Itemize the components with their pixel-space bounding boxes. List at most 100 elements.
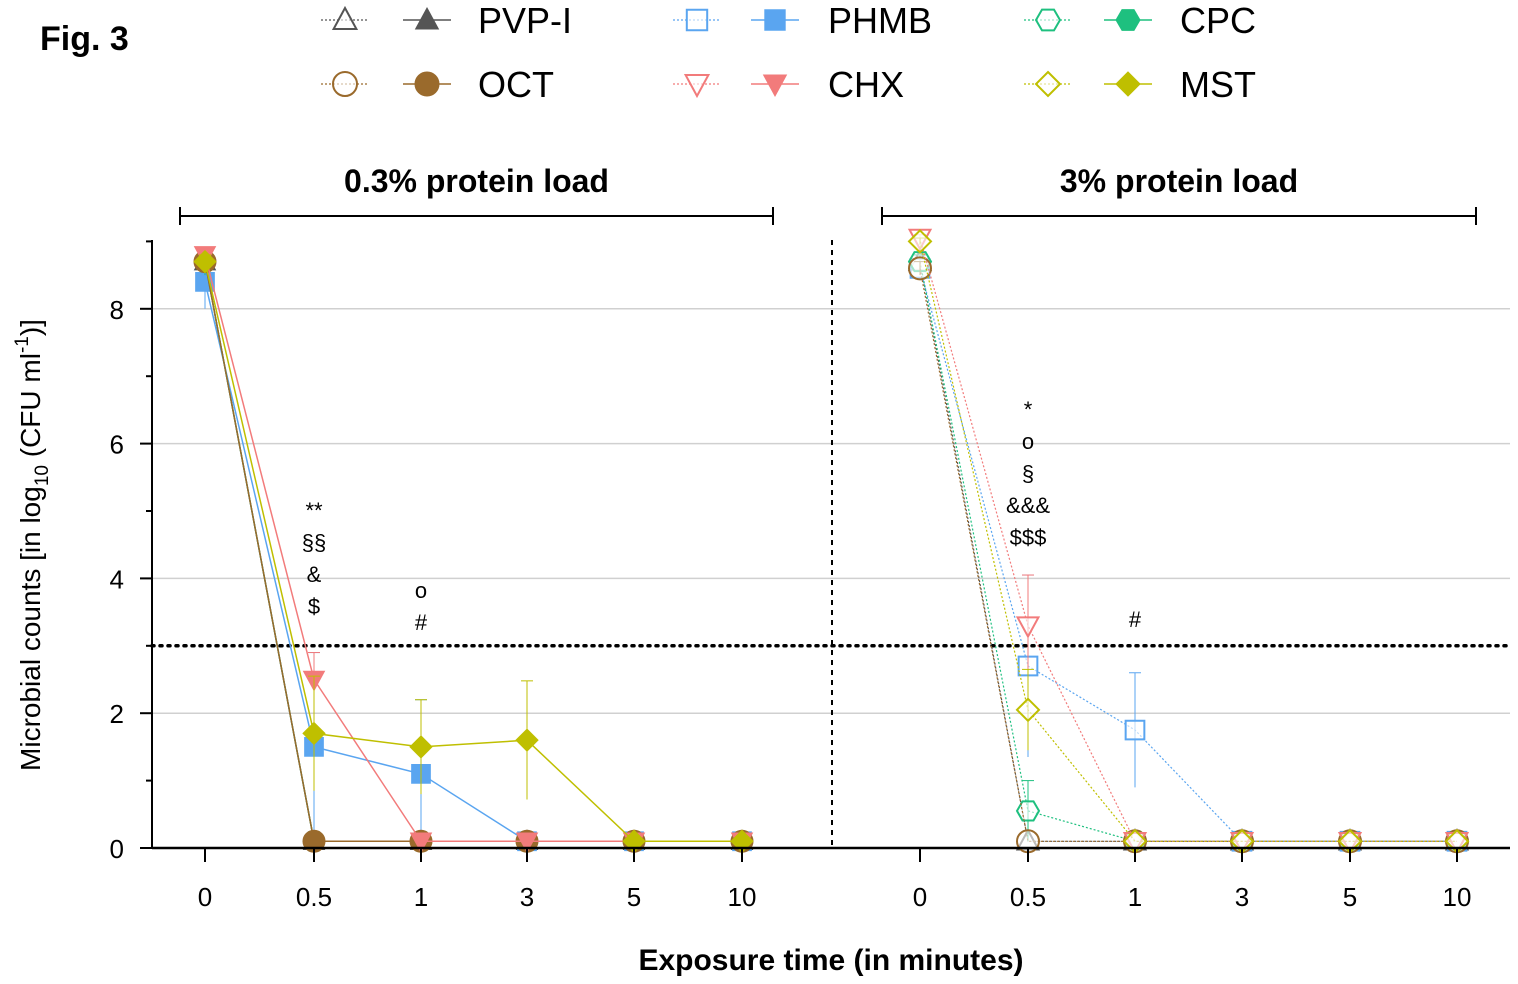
x-tick-label-p2-0: 0: [913, 882, 927, 912]
x-tick-label-p2-2: 1: [1128, 882, 1142, 912]
y-tick-label-6: 6: [110, 430, 124, 460]
y-tick-label-2: 2: [110, 699, 124, 729]
panel-titles: 0.3% protein load 3% protein load: [179, 163, 1477, 225]
detection-threshold-line: [150, 240, 1512, 848]
legend-label-oct: OCT: [478, 64, 554, 105]
series-p2-chx: [907, 228, 1470, 855]
y-axis-label-text-2: (CFU ml: [15, 353, 46, 465]
annotation-p1-0-5-2: &: [307, 562, 322, 587]
x-axis-label: Exposure time (in minutes): [638, 944, 1023, 977]
y-axis-label-subscript: 10: [32, 465, 53, 486]
series-line-p1-pvp-i: [204, 261, 742, 843]
annotation-p1-1-0: o: [415, 578, 427, 603]
annotation-p1-0-5-3: $: [308, 594, 320, 619]
series-line-p1-mst: [204, 261, 742, 843]
legend-marker-filled-cpc: [1115, 9, 1141, 31]
annotation-p1-0-5-0: **: [305, 498, 323, 523]
y-axis-label: Microbial counts [in log10 (CFU ml-1)]: [12, 319, 53, 771]
series-line-p1-phmb: [204, 281, 742, 843]
series-p1-chx: [193, 246, 754, 854]
figure-label: Fig. 3: [40, 20, 129, 58]
point-p2-oct-0: [908, 256, 933, 281]
point-p2-chx-1: [1015, 616, 1041, 639]
x-tick-label-p2-1: 0.5: [1010, 882, 1046, 912]
series-line-p2-pvp-i: [919, 261, 1457, 842]
point-p1-chx-3: [515, 832, 539, 854]
annotation-p2-0-5-2: §: [1022, 461, 1034, 486]
point-p2-phmb-2: [1124, 719, 1146, 741]
legend-marker-open-oct: [332, 71, 359, 97]
x-tick-label-p1-4: 5: [627, 882, 641, 912]
series-line-p1-cpc: [204, 261, 742, 843]
series-p1-phmb: [195, 254, 752, 852]
point-p1-mst-1: [302, 721, 326, 746]
legend-marker-filled-chx: [762, 74, 788, 98]
point-p1-oct-1: [302, 829, 326, 853]
point-p2-cpc-1: [1015, 800, 1041, 822]
series-p2-phmb: [909, 258, 1468, 852]
annotation-p2-0-5-4: $$$: [1010, 525, 1047, 550]
panel-title-2: 3% protein load: [1060, 163, 1298, 199]
annotation-p1-0-5-1: §§: [302, 530, 326, 555]
series-line-p1-oct: [204, 261, 742, 843]
legend-marker-filled-phmb: [764, 9, 786, 31]
series-p2-pvp-i: [907, 248, 1470, 851]
annotation-p2-1-0: #: [1129, 607, 1142, 632]
series-line-p2-mst: [919, 241, 1457, 842]
point-p1-chx-2: [409, 832, 433, 854]
point-p1-mst-3: [515, 728, 539, 752]
point-p2-mst-0: [907, 228, 933, 254]
x-tick-label-p1-0: 0: [198, 882, 212, 912]
legend-label-chx: CHX: [828, 64, 904, 105]
axis-labels: Exposure time (in minutes) Microbial coun…: [12, 319, 1024, 977]
point-p2-oct-1: [1016, 829, 1041, 854]
series-p1-cpc: [193, 247, 754, 852]
annotation-p2-0-5-0: *: [1024, 397, 1033, 422]
x-tick-label-p1-5: 10: [728, 882, 757, 912]
x-tick-label-p1-2: 1: [414, 882, 428, 912]
legend: PVP-I PHMB CPC OCT CHX MST: [321, 0, 1256, 105]
series-line-p2-oct: [919, 268, 1457, 842]
legend-marker-open-mst: [1034, 70, 1062, 98]
series-p2-cpc: [907, 251, 1470, 852]
annotation-p1-1-1: #: [415, 610, 428, 635]
series-line-p2-cpc: [919, 261, 1457, 842]
series-p1-pvp-i: [193, 249, 754, 851]
legend-marker-open-chx: [683, 74, 711, 99]
y-tick-label-8: 8: [110, 295, 124, 325]
y-axis-label-text-3: )]: [15, 319, 46, 336]
legend-label-pvp-i: PVP-I: [478, 0, 572, 41]
series-line-p2-phmb: [919, 268, 1457, 842]
legend-label-phmb: PHMB: [828, 0, 932, 41]
legend-marker-open-cpc: [1034, 8, 1062, 32]
legend-marker-open-pvp-i: [331, 5, 359, 30]
x-tick-label-p2-4: 5: [1343, 882, 1357, 912]
point-p1-mst-2: [409, 735, 433, 759]
x-tick-label-p1-1: 0.5: [296, 882, 332, 912]
series-p1-mst: [193, 249, 754, 853]
legend-label-mst: MST: [1180, 64, 1256, 105]
y-tick-label-0: 0: [110, 834, 124, 864]
legend-marker-filled-oct: [414, 71, 440, 97]
series-p1-oct: [193, 250, 754, 853]
panel-title-1: 0.3% protein load: [344, 163, 609, 199]
x-tick-label-p2-5: 10: [1443, 882, 1472, 912]
annotation-p2-0-5-1: o: [1022, 429, 1034, 454]
point-p1-mst-0: [193, 249, 217, 274]
series-p2-mst: [907, 228, 1470, 854]
annotation-p2-0-5-3: &&&: [1006, 493, 1050, 518]
legend-label-cpc: CPC: [1180, 0, 1256, 41]
series-line-p2-chx: [919, 237, 1457, 842]
x-tick-label-p1-3: 3: [520, 882, 534, 912]
legend-marker-filled-mst: [1115, 71, 1141, 97]
legend-marker-open-phmb: [685, 8, 709, 32]
legend-marker-filled-pvp-i: [414, 6, 440, 30]
axes: 0 2 4 6 8 0 0.5 1 3 5 10 0 0.5 1 3 5 10: [110, 240, 1510, 912]
significance-annotations: ** §§ & $ o # * o § &&& $$$ #: [302, 397, 1142, 635]
x-tick-label-p2-3: 3: [1235, 882, 1249, 912]
point-p2-mst-1: [1015, 697, 1041, 723]
y-axis-label-superscript: -1: [12, 336, 33, 353]
y-tick-label-4: 4: [110, 564, 124, 594]
series-line-p1-chx: [204, 254, 742, 843]
